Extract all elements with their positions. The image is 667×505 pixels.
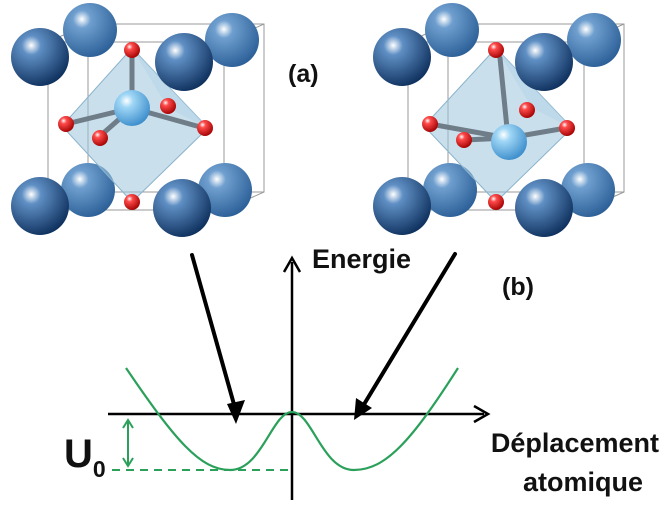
- a-site-atom: [515, 179, 573, 237]
- left-structure: [11, 3, 265, 237]
- oxygen-atom: [124, 194, 140, 210]
- a-site-atom: [61, 163, 115, 217]
- oxygen-atom: [422, 116, 438, 132]
- oxygen-atom: [456, 132, 472, 148]
- oxygen-atom: [124, 42, 140, 58]
- b-site-atom: [114, 90, 150, 126]
- energy-axis-label: Energie: [312, 244, 412, 274]
- a-site-atom: [198, 163, 252, 217]
- a-site-atom: [373, 177, 431, 235]
- oxygen-atom: [197, 120, 213, 136]
- barrier-subscript: 0: [92, 456, 106, 482]
- double-well-curve: [125, 367, 459, 472]
- a-site-atom: [425, 3, 479, 57]
- panel-label-b: (b): [502, 273, 534, 301]
- a-site-atom: [567, 13, 621, 67]
- oxygen-atom: [559, 120, 575, 136]
- a-site-atom: [515, 33, 573, 91]
- a-site-atom: [153, 179, 211, 237]
- barrier-height-label: U0: [64, 432, 106, 482]
- a-site-atom: [423, 163, 477, 217]
- barrier-symbol: U: [64, 432, 93, 476]
- a-site-atom: [373, 28, 431, 86]
- octahedron-face: [132, 48, 208, 128]
- displacement-axis-label-line1: Déplacement: [490, 428, 659, 458]
- a-site-atom: [11, 177, 69, 235]
- panel-label-a: (a): [288, 60, 319, 88]
- arrow-right-structure: [354, 252, 457, 420]
- a-site-atom: [155, 33, 213, 91]
- arrow-left-structure: [190, 253, 245, 424]
- energy-axis: [282, 255, 302, 500]
- displacement-axis-label-line2: atomique: [522, 467, 643, 497]
- oxygen-atom: [519, 102, 535, 118]
- oxygen-atom: [92, 130, 108, 146]
- b-site-atom: [491, 124, 527, 160]
- oxygen-atom: [488, 42, 504, 58]
- a-site-atom: [561, 163, 615, 217]
- oxygen-atom: [160, 98, 176, 114]
- oxygen-atom: [488, 194, 504, 210]
- barrier-height-arrow: [122, 418, 134, 468]
- a-site-atom: [205, 13, 259, 67]
- right-structure: [373, 3, 625, 237]
- oxygen-atom: [58, 116, 74, 132]
- a-site-atom: [11, 28, 69, 86]
- a-site-atom: [63, 3, 117, 57]
